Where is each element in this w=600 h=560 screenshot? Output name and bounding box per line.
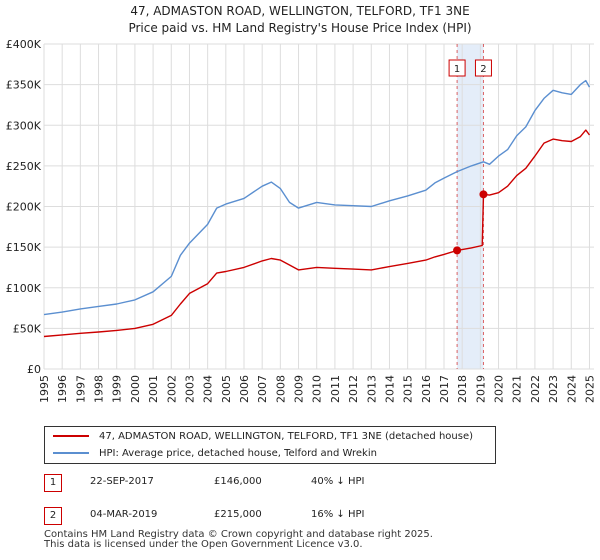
x-tick-label: 2019 xyxy=(474,375,487,403)
x-tick-label: 1998 xyxy=(93,375,106,403)
series-line-hpi xyxy=(43,79,591,316)
chart-title: 47, ADMASTON ROAD, WELLINGTON, TELFORD, … xyxy=(130,4,470,18)
legend-swatch-property xyxy=(53,435,89,437)
x-tick-label: 2010 xyxy=(311,375,324,403)
x-tick-label: 1997 xyxy=(74,375,87,403)
y-tick-label: £250K xyxy=(6,160,42,173)
transaction-hpi: 40% ↓ HPI xyxy=(311,476,365,487)
x-tick-label: 2008 xyxy=(274,375,287,403)
transaction-price: £146,000 xyxy=(214,476,262,487)
price-chart: £0 £50K £100K £150K £200K £250K £300K £350K £400… xyxy=(6,38,597,403)
x-tick-label: 2001 xyxy=(147,375,160,403)
x-tick-label: 2018 xyxy=(456,375,469,403)
legend-label-property: 47, ADMASTON ROAD, WELLINGTON, TELFORD, … xyxy=(99,430,473,442)
x-tick-label: 1999 xyxy=(111,375,124,403)
x-tick-label: 2025 xyxy=(583,375,596,403)
x-tick-label: 2003 xyxy=(183,375,196,403)
x-tick-label: 2021 xyxy=(511,375,524,403)
transaction-date: 04-MAR-2019 xyxy=(90,509,158,520)
sale-point xyxy=(479,190,488,199)
legend-swatch-hpi xyxy=(53,452,89,454)
x-tick-label: 2002 xyxy=(165,375,178,403)
x-tick-label: 2007 xyxy=(256,375,269,403)
y-tick-label: £150K xyxy=(6,241,42,254)
transaction-price: £215,000 xyxy=(214,509,262,520)
legend-item-property: 47, ADMASTON ROAD, WELLINGTON, TELFORD, … xyxy=(53,429,473,443)
x-tick-label: 2015 xyxy=(402,375,415,403)
legend: 47, ADMASTON ROAD, WELLINGTON, TELFORD, … xyxy=(44,426,496,464)
x-tick-label: 2022 xyxy=(529,375,542,403)
footer-line: This data is licensed under the Open Gov… xyxy=(44,539,363,550)
transaction-row: 1 22-SEP-2017 £146,000 40% ↓ HPI xyxy=(44,474,564,492)
x-tick-label: 2012 xyxy=(347,375,360,403)
sale-marker-box xyxy=(448,59,466,77)
legend-item-hpi: HPI: Average price, detached house, Telf… xyxy=(53,446,377,460)
x-tick-label: 2014 xyxy=(383,375,396,403)
x-tick-label: 2017 xyxy=(438,375,451,403)
chart-subtitle: Price paid vs. HM Land Registry's House … xyxy=(128,21,472,35)
y-tick-label: £50K xyxy=(13,322,42,335)
y-tick-label: £350K xyxy=(6,79,42,92)
x-tick-label: 2009 xyxy=(293,375,306,403)
y-tick-label: £200K xyxy=(6,201,42,214)
x-tick-label: 1996 xyxy=(56,375,69,403)
x-tick-label: 2024 xyxy=(565,375,578,403)
legend-label-hpi: HPI: Average price, detached house, Telf… xyxy=(99,447,377,459)
transaction-badge: 2 xyxy=(44,507,62,525)
x-tick-label: 2006 xyxy=(238,375,251,403)
transaction-hpi: 16% ↓ HPI xyxy=(311,509,365,520)
transaction-row: 2 04-MAR-2019 £215,000 16% ↓ HPI xyxy=(44,507,564,525)
sale-marker-label: 1 xyxy=(454,64,460,75)
transaction-date: 22-SEP-2017 xyxy=(90,476,154,487)
y-tick-label: £100K xyxy=(6,282,42,295)
sale-marker-box xyxy=(474,59,492,77)
x-tick-label: 2016 xyxy=(420,375,433,403)
x-tick-label: 2013 xyxy=(365,375,378,403)
x-tick-label: 2000 xyxy=(129,375,142,403)
footer: Contains HM Land Registry data © Crown c… xyxy=(44,530,433,550)
footer-line: Contains HM Land Registry data © Crown c… xyxy=(44,529,433,540)
x-tick-label: 2023 xyxy=(547,375,560,403)
x-tick-label: 1995 xyxy=(38,375,51,403)
y-tick-label: £0 xyxy=(27,363,41,376)
sale-point xyxy=(453,246,462,255)
y-tick-label: £400K xyxy=(6,38,42,51)
series-line-property xyxy=(43,129,591,338)
x-tick-label: 2011 xyxy=(329,375,342,403)
x-tick-label: 2004 xyxy=(202,375,215,403)
sale-marker-label: 2 xyxy=(480,64,486,75)
transaction-badge: 1 xyxy=(44,474,62,492)
y-tick-label: £300K xyxy=(6,119,42,132)
x-tick-label: 2020 xyxy=(493,375,506,403)
x-tick-label: 2005 xyxy=(220,375,233,403)
